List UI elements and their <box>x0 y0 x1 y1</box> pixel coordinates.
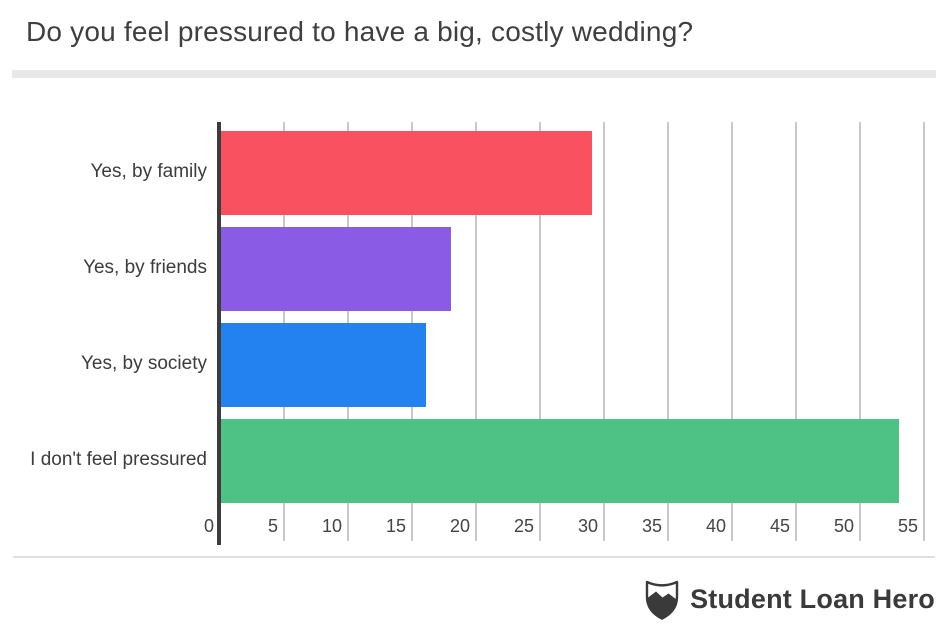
x-tick-label-10: 10 <box>321 516 342 536</box>
category-label-yes-by-friends: Yes, by friends <box>83 257 207 278</box>
y-axis-line <box>217 122 221 545</box>
gridline-x-30 <box>603 122 605 541</box>
gridline-x-55 <box>923 122 925 541</box>
x-tick-label-45: 45 <box>769 516 790 536</box>
chart-title: Do you feel pressured to have a big, cos… <box>26 16 694 47</box>
category-label-yes-by-society: Yes, by society <box>80 353 207 374</box>
x-tick-label-20: 20 <box>449 516 470 536</box>
bar-yes-by-friends <box>221 227 452 311</box>
plot-area: 0 5 10 15 20 25 30 35 40 45 50 55 <box>204 122 936 545</box>
bar-yes-by-society <box>221 323 426 407</box>
footer-divider <box>13 556 935 558</box>
gridline-x-20 <box>475 122 477 541</box>
x-tick-label-15: 15 <box>385 516 406 536</box>
bar-i-don-t-feel-pressured <box>221 419 900 503</box>
shield-mountain-icon <box>645 580 679 620</box>
brand-name: Student Loan Hero <box>690 583 935 614</box>
bar-chart: Yes, by family Yes, by friends Yes, by soc… <box>0 122 948 545</box>
x-tick-label-25: 25 <box>513 516 534 536</box>
x-tick-label-0: 0 <box>203 516 214 536</box>
category-label-i-don-t-feel-pressured: I don't feel pressured <box>30 449 207 470</box>
x-tick-label-35: 35 <box>641 516 662 536</box>
gridline-x-25 <box>539 122 541 541</box>
brand-logo: Student Loan Hero <box>644 578 935 620</box>
title-divider <box>12 70 936 78</box>
x-tick-label-30: 30 <box>577 516 598 536</box>
x-tick-label-40: 40 <box>705 516 726 536</box>
x-tick-label-55: 55 <box>897 516 918 536</box>
x-tick-label-50: 50 <box>833 516 854 536</box>
x-tick-label-5: 5 <box>267 516 278 536</box>
gridline-x-35 <box>667 122 669 541</box>
bar-yes-by-family <box>221 131 593 215</box>
gridline-x-40 <box>731 122 733 541</box>
category-label-yes-by-family: Yes, by family <box>90 161 207 182</box>
gridline-x-45 <box>795 122 797 541</box>
gridline-x-50 <box>859 122 861 541</box>
